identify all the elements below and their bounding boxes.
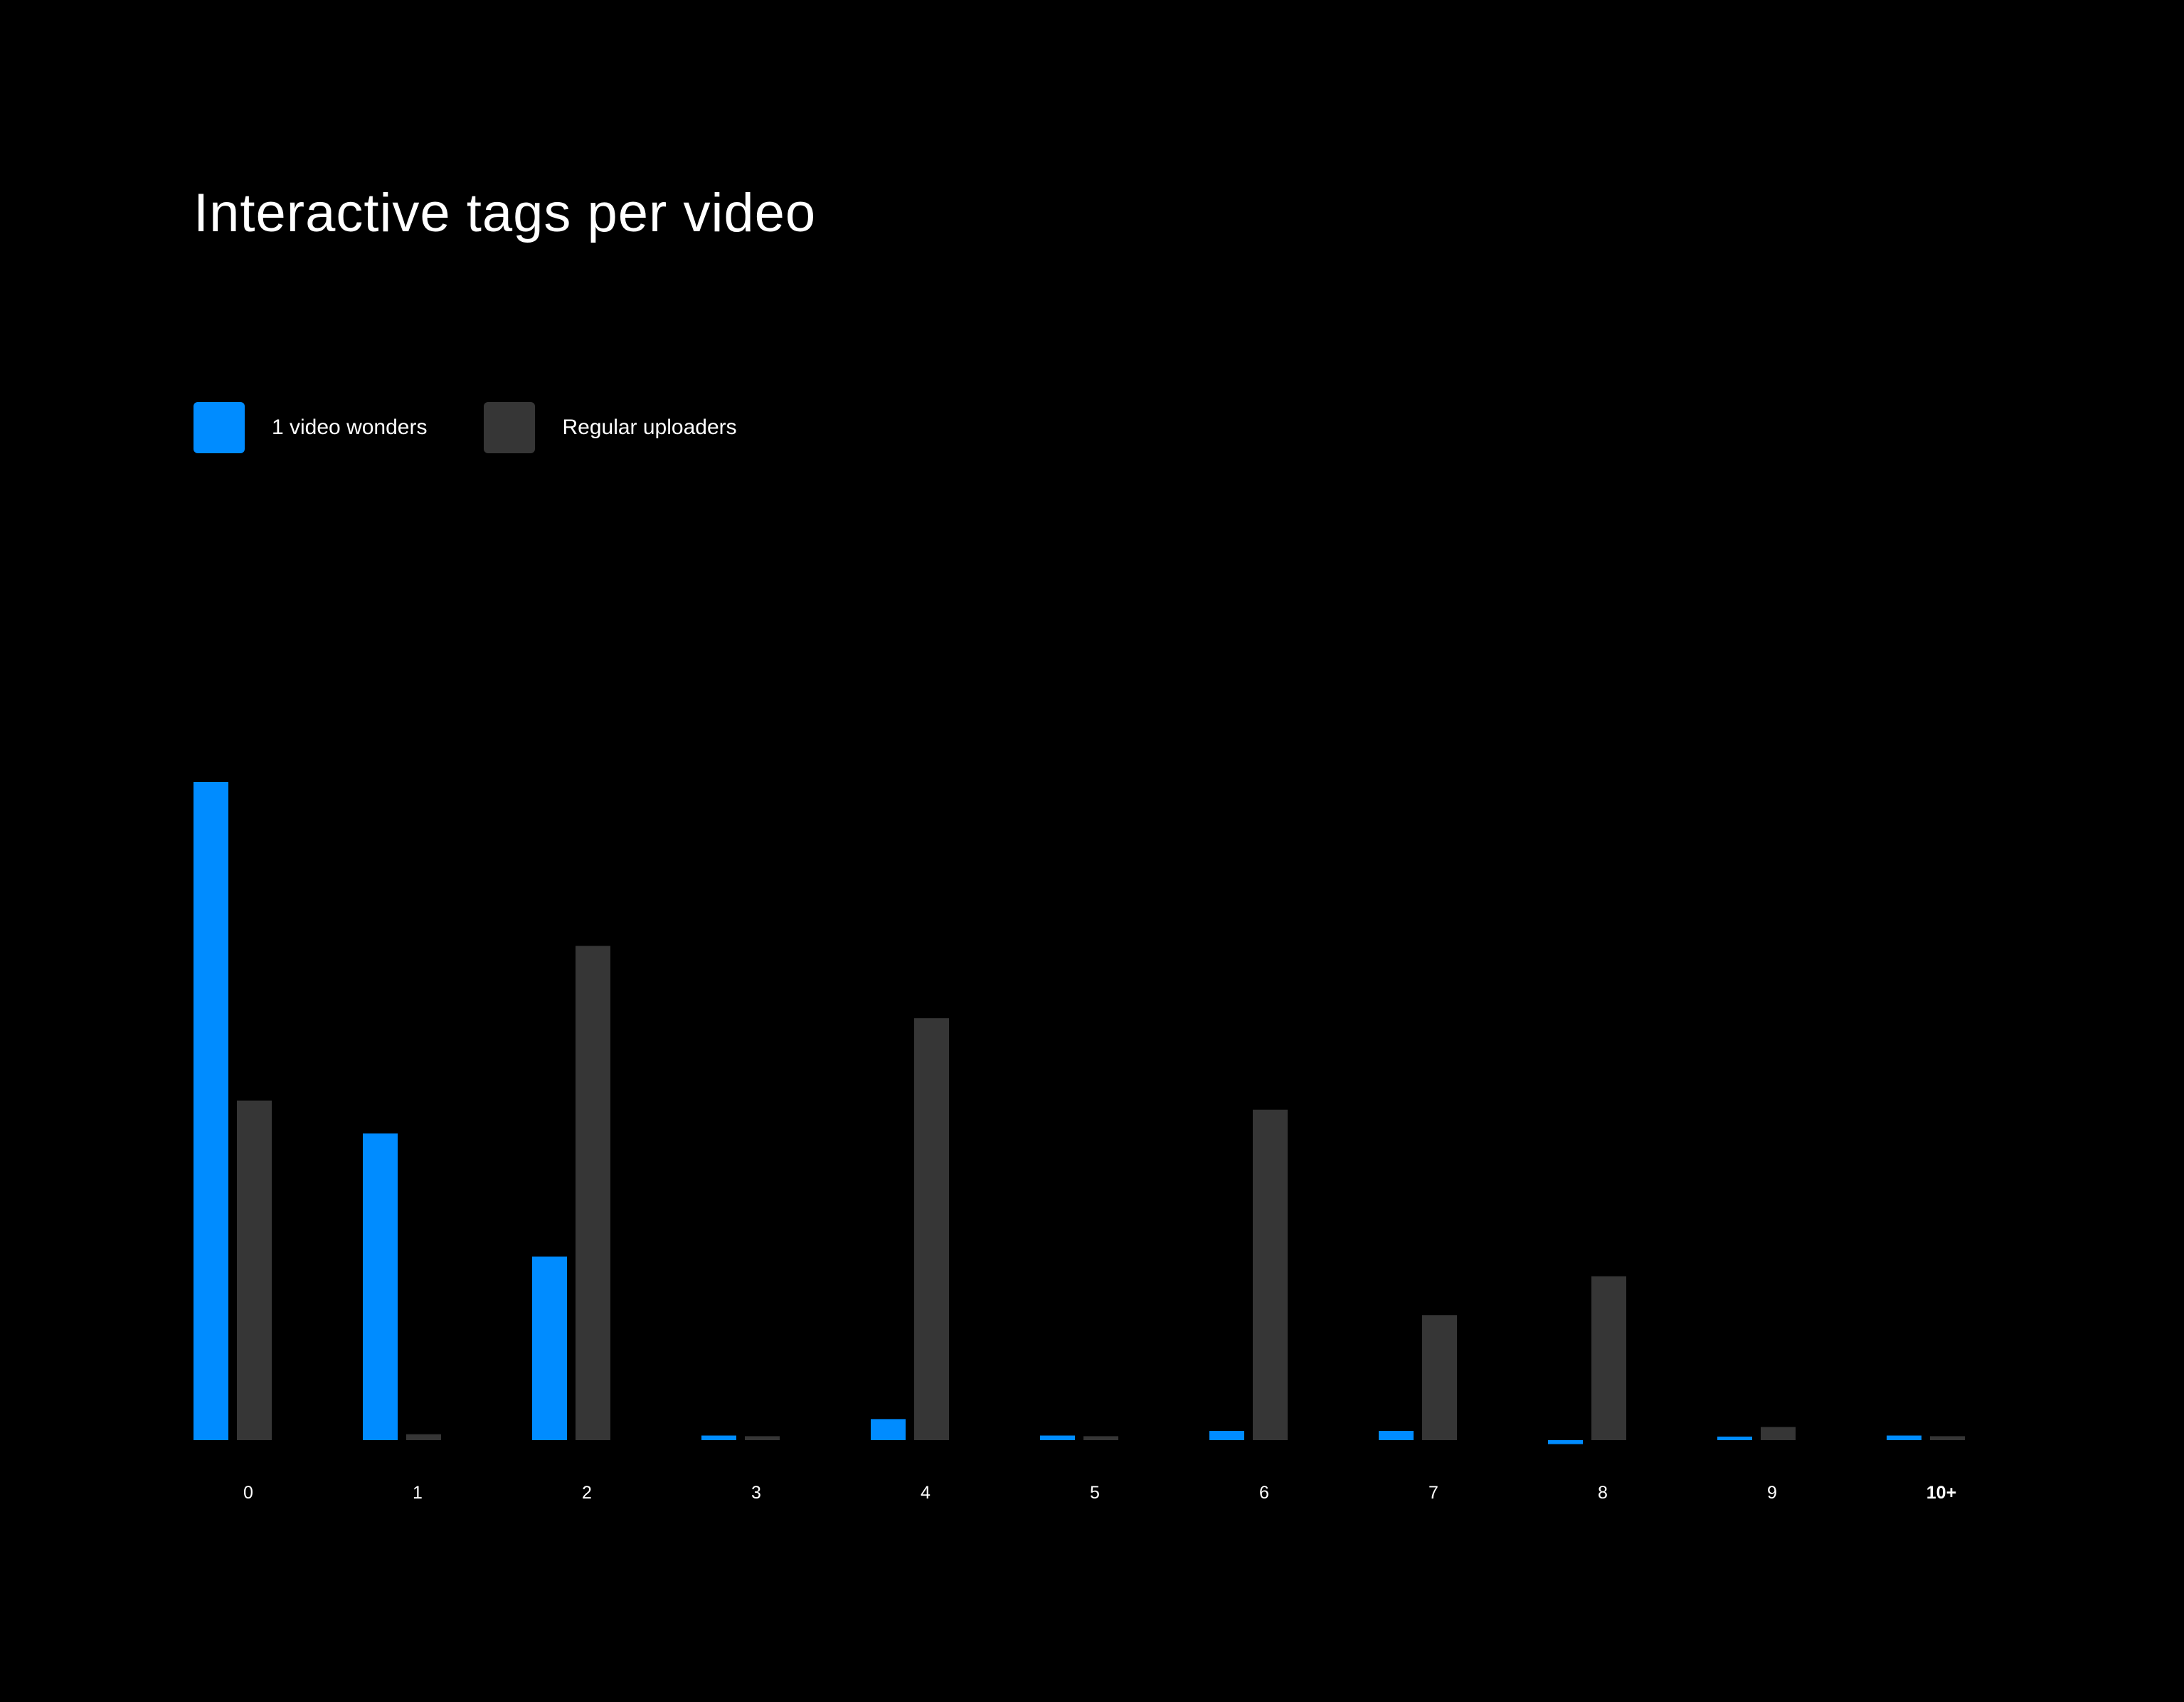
bar-one-video-wonders-9: [1717, 1437, 1752, 1440]
bar-regular-uploaders-4: [914, 1018, 949, 1440]
bar-one-video-wonders-8: [1548, 1440, 1583, 1444]
bar-regular-uploaders-2: [576, 946, 610, 1440]
x-tick-label-9: 9: [1767, 1483, 1777, 1503]
legend-swatch-1-video-wonders: [194, 402, 245, 453]
bar-one-video-wonders-4: [871, 1419, 906, 1440]
bar-one-video-wonders-2: [532, 1256, 567, 1440]
x-tick-label-6: 6: [1259, 1483, 1269, 1503]
bar-regular-uploaders-3: [745, 1436, 780, 1440]
bar-regular-uploaders-10plus: [1930, 1436, 1965, 1440]
x-tick-label-10plus: 10+: [1926, 1483, 1956, 1503]
legend-swatch-regular-uploaders: [484, 402, 536, 453]
bar-one-video-wonders-3: [701, 1435, 736, 1440]
x-tick-label-7: 7: [1428, 1483, 1438, 1503]
bar-one-video-wonders-10plus: [1887, 1435, 1921, 1440]
bar-regular-uploaders-6: [1253, 1109, 1288, 1440]
x-tick-label-8: 8: [1598, 1483, 1608, 1503]
x-tick-label-1: 1: [413, 1483, 423, 1503]
bar-regular-uploaders-9: [1761, 1427, 1796, 1440]
bar-one-video-wonders-5: [1040, 1435, 1075, 1440]
chart-title: Interactive tags per video: [194, 183, 817, 243]
legend-item-1-video-wonders: 1 video wonders: [194, 402, 427, 453]
x-tick-labels: 0 1 2 3 4 5 6 7 8 9 10+: [243, 1483, 1956, 1503]
bars-group: [194, 782, 1965, 1444]
x-tick-label-2: 2: [582, 1483, 592, 1503]
bar-regular-uploaders-7: [1422, 1315, 1457, 1440]
x-tick-label-3: 3: [751, 1483, 761, 1503]
x-tick-label-5: 5: [1090, 1483, 1100, 1503]
bar-regular-uploaders-0: [237, 1100, 272, 1440]
bar-regular-uploaders-8: [1591, 1276, 1626, 1440]
legend: 1 video wonders Regular uploaders: [194, 402, 794, 453]
bar-regular-uploaders-5: [1083, 1436, 1118, 1440]
legend-label-1-video-wonders: 1 video wonders: [272, 416, 428, 439]
bar-one-video-wonders-6: [1209, 1431, 1244, 1440]
bar-one-video-wonders-1: [363, 1133, 398, 1440]
x-tick-label-0: 0: [243, 1483, 253, 1503]
bar-regular-uploaders-1: [406, 1434, 441, 1440]
legend-label-regular-uploaders: Regular uploaders: [562, 416, 737, 439]
bar-one-video-wonders-7: [1379, 1431, 1414, 1440]
legend-item-regular-uploaders: Regular uploaders: [484, 402, 737, 453]
bar-one-video-wonders-0: [194, 782, 228, 1440]
x-tick-label-4: 4: [921, 1483, 931, 1503]
